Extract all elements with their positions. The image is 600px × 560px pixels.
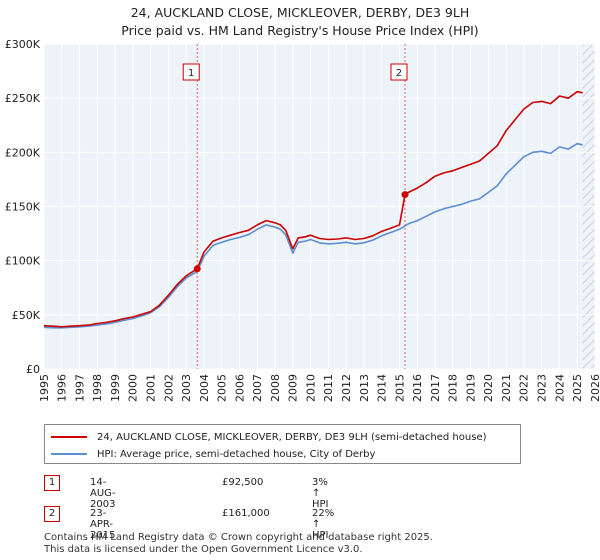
legend-label-hpi: HPI: Average price, semi-detached house,… [97, 448, 376, 460]
transaction-price: £92,500 [222, 477, 264, 488]
chart-title: 24, AUCKLAND CLOSE, MICKLEOVER, DERBY, D… [131, 5, 470, 20]
transaction-hpi: 22% ↑ HPI [312, 508, 335, 541]
x-tick-label: 1995 [38, 374, 51, 402]
x-tick-label: 2006 [233, 374, 246, 402]
x-tick-label: 2025 [571, 374, 584, 402]
x-tick-label: 1998 [91, 374, 104, 402]
x-tick-label: 2013 [358, 374, 371, 402]
y-tick-label: £100K [5, 255, 41, 268]
chart-subtitle: Price paid vs. HM Land Registry's House … [121, 23, 478, 38]
sale-label: 2 [396, 68, 402, 79]
x-tick-label: 2016 [411, 374, 424, 402]
y-axis-ticks: £0 £50K £100K £150K £200K £250K £300K [5, 38, 41, 376]
legend-swatch-property [51, 436, 87, 438]
footer-licence: This data is licensed under the Open Gov… [44, 544, 363, 555]
property-price-series-line [43, 90, 583, 328]
y-tick-label: £50K [12, 309, 41, 322]
sale-point [401, 191, 409, 199]
legend: 24, AUCKLAND CLOSE, MICKLEOVER, DERBY, D… [44, 424, 521, 464]
x-tick-label: 2020 [482, 374, 495, 402]
x-tick-label: 2014 [376, 374, 389, 402]
transaction-date: 23-APR-2015 [90, 508, 116, 541]
x-tick-label: 2001 [144, 374, 157, 402]
legend-item-property: 24, AUCKLAND CLOSE, MICKLEOVER, DERBY, D… [51, 428, 487, 446]
x-tick-label: 2003 [180, 374, 193, 402]
series-lines [43, 90, 583, 329]
x-tick-label: 2010 [304, 374, 317, 402]
grid-lines [43, 43, 596, 370]
x-tick-label: 2007 [251, 374, 264, 402]
transaction-price: £161,000 [222, 508, 270, 519]
x-tick-label: 2004 [198, 374, 211, 402]
transaction-badge: 2 [44, 506, 60, 522]
legend-swatch-hpi [51, 453, 87, 455]
transaction-badge: 1 [44, 475, 60, 491]
sale-label-box [390, 63, 408, 81]
footer-copyright: Contains HM Land Registry data © Crown c… [44, 532, 433, 543]
sale-point [193, 265, 201, 273]
x-tick-label: 2022 [518, 374, 531, 402]
x-tick-label: 2026 [589, 374, 600, 402]
x-tick-label: 2011 [322, 374, 335, 402]
legend-item-hpi: HPI: Average price, semi-detached house,… [51, 445, 375, 463]
x-tick-label: 1996 [56, 374, 69, 402]
x-tick-label: 1999 [109, 374, 122, 402]
x-tick-label: 2008 [269, 374, 282, 402]
legend-label-property: 24, AUCKLAND CLOSE, MICKLEOVER, DERBY, D… [97, 431, 487, 443]
x-tick-label: 2024 [553, 374, 566, 402]
x-tick-label: 2018 [447, 374, 460, 402]
sale-label-box [182, 63, 200, 81]
x-tick-label: 2009 [287, 374, 300, 402]
x-tick-label: 2005 [216, 374, 229, 402]
x-tick-label: 2017 [429, 374, 442, 402]
x-axis-ticks: 1995 1996 1997 1998 1999 2000 2001 2002 2003 2004… [38, 374, 600, 402]
transaction-hpi: 3% ↑ HPI [312, 477, 329, 510]
x-tick-label: 2023 [536, 374, 549, 402]
x-tick-label: 2015 [393, 374, 406, 402]
transaction-date: 14-AUG-2003 [90, 477, 116, 510]
hpi-series-line [43, 142, 583, 329]
price-chart: 24, AUCKLAND CLOSE, MICKLEOVER, DERBY, D… [5, 5, 600, 402]
sale-label: 1 [188, 68, 194, 79]
x-tick-label: 2002 [162, 374, 175, 402]
x-tick-label: 2019 [464, 374, 477, 402]
x-tick-label: 1997 [73, 374, 86, 402]
x-tick-label: 2000 [127, 374, 140, 402]
x-tick-label: 2012 [340, 374, 353, 402]
y-tick-label: £250K [5, 92, 41, 105]
y-tick-label: £150K [5, 201, 41, 214]
y-tick-label: £300K [5, 38, 41, 51]
y-tick-label: £0 [26, 363, 40, 376]
x-tick-label: 2021 [500, 374, 513, 402]
y-tick-label: £200K [5, 146, 41, 159]
